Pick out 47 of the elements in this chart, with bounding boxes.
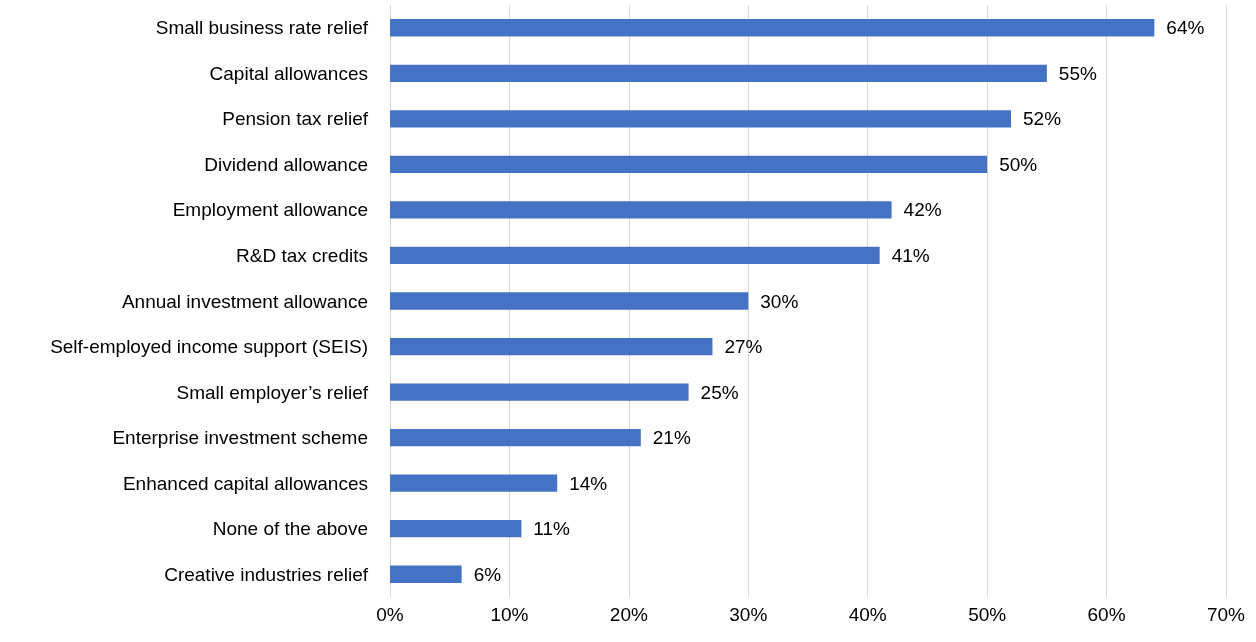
x-tick-label: 60% [1087,604,1126,625]
bar [390,246,880,265]
x-tick-label: 50% [968,604,1007,625]
data-label: 25% [700,381,739,403]
data-label: 64% [1166,17,1205,39]
y-tick-label: Creative industries relief [164,563,369,585]
bar [390,64,1047,82]
x-tick-label: 40% [848,604,887,625]
x-tick-label: 20% [609,604,648,625]
data-label: 50% [999,153,1038,175]
bar [390,520,522,538]
x-tick-label: 70% [1206,604,1246,625]
data-label: 11% [533,518,571,540]
data-label: 55% [1058,62,1097,84]
bar [390,383,689,401]
x-tick-label: 10% [490,604,529,625]
data-label: 52% [1023,108,1062,130]
data-label: 30% [760,290,799,312]
y-tick-label: Self-employed income support (SEIS) [50,336,368,358]
data-label: 41% [891,244,930,266]
bar [390,292,749,310]
y-tick-label: Capital allowances [209,62,368,84]
x-tick-label: 30% [729,604,768,625]
bar [390,19,1155,37]
y-tick-label: R&D tax credits [236,244,368,266]
y-tick-label: None of the above [212,518,368,540]
data-label: 21% [652,427,691,449]
y-tick-label: Enterprise investment scheme [112,427,368,449]
y-tick-label: Small business rate relief [155,17,369,39]
y-tick-label: Pension tax relief [222,108,369,130]
bar [390,474,558,492]
y-tick-label: Employment allowance [172,199,368,221]
data-label: 6% [473,563,502,585]
bar [390,337,713,356]
bar [390,155,988,174]
y-tick-label: Enhanced capital allowances [122,472,368,494]
y-tick-label: Annual investment allowance [121,290,368,312]
bar [390,565,462,583]
y-tick-label: Small employer’s relief [176,381,369,403]
data-label: 14% [569,472,608,494]
bar [390,428,641,447]
data-label: 42% [903,199,942,221]
y-tick-label: Dividend allowance [204,153,368,175]
x-tick-label: 0% [376,604,404,625]
data-label: 27% [724,336,763,358]
bar [390,110,1012,128]
bar [390,201,892,219]
